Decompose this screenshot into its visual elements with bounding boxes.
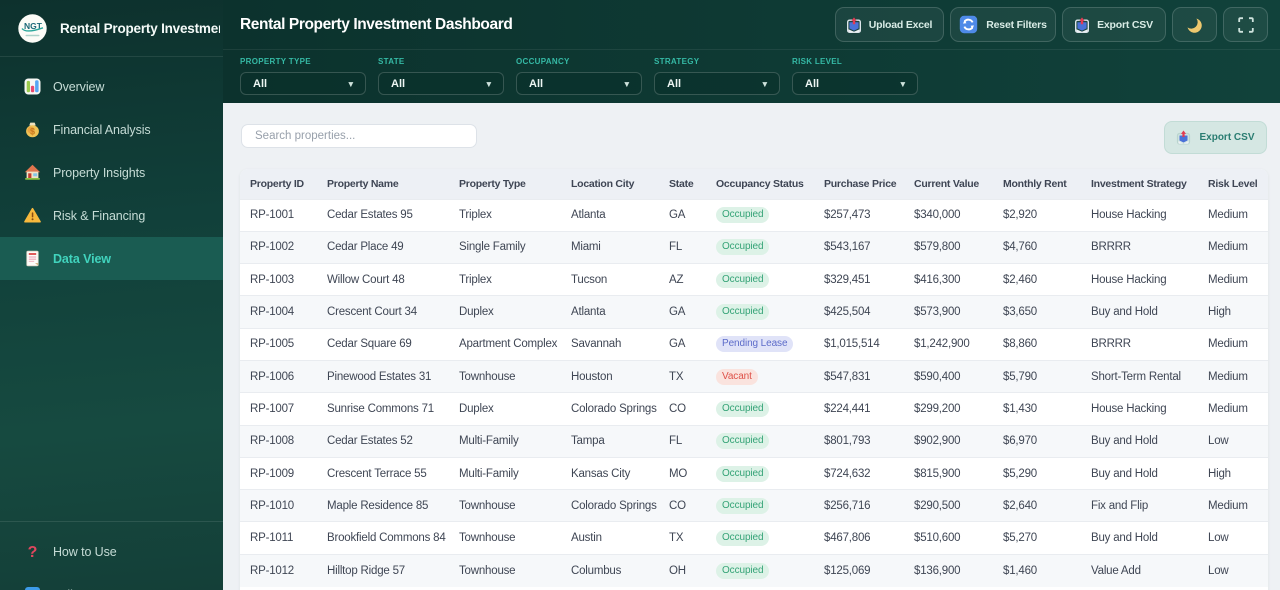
svg-text:$: $ (30, 126, 35, 136)
svg-text:?: ? (28, 544, 38, 560)
svg-text:NGT: NGT (24, 20, 43, 30)
